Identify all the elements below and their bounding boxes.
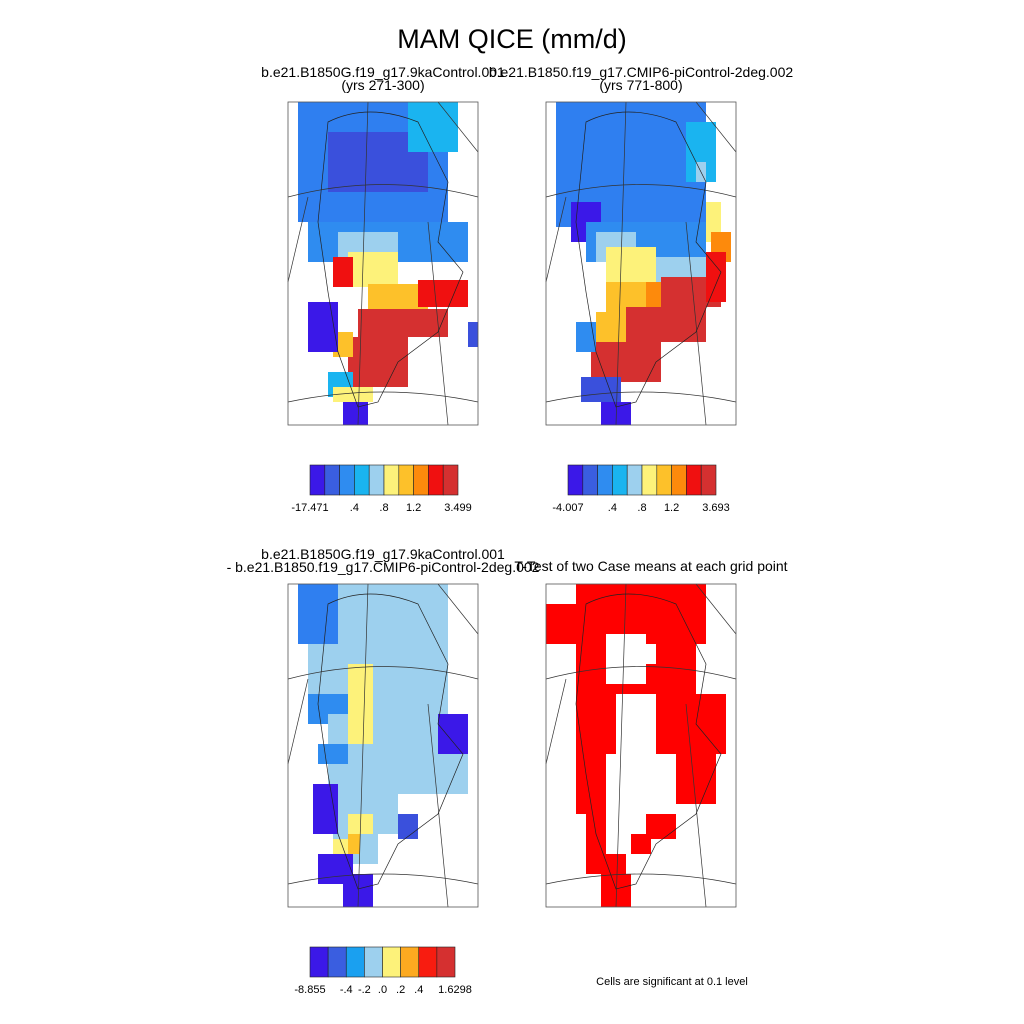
colorbar-swatch [398,464,414,496]
colorbar-swatch [309,946,329,978]
colorbar-label: .8 [379,502,388,514]
colorbar-label: .8 [637,502,646,514]
colorbar-label: 1.2 [406,502,421,514]
colorbar-label: .2 [396,984,405,996]
colorbar-swatch [418,946,438,978]
panel-title: T-Test of two Case means at each grid po… [514,558,787,574]
colorbar-label: -.2 [358,984,371,996]
footnote: Cells are significant at 0.1 level [596,976,748,988]
colorbar-swatch [324,464,340,496]
panel-title: (yrs 771-800) [599,77,682,93]
colorbar-label: .4 [608,502,617,514]
colorbar-swatch [345,946,365,978]
colorbar-swatch [626,464,643,496]
colorbar-swatch [641,464,658,496]
colorbar-label: 3.499 [444,502,472,514]
colorbar-swatch [428,464,444,496]
colorbar-label: 3.693 [702,502,730,514]
map-panel [287,583,479,908]
panel-title: b.e21.B1850G.f19_g17.9kaControl.001 [261,64,505,80]
panel-title: b.e21.B1850.f19_g17.CMIP6-piControl-2deg… [489,64,794,80]
colorbar-label: .4 [414,984,423,996]
colorbar-swatch [436,946,456,978]
colorbar-swatch [656,464,672,496]
map-panel [545,583,737,908]
colorbar-label: 1.6298 [438,984,472,996]
colorbar-label: -17.471 [291,502,328,514]
colorbar-swatch [309,464,326,496]
colorbar-label: .4 [350,502,359,514]
map-panel [287,101,479,426]
colorbar-swatch [582,464,598,496]
colorbar-swatch [567,464,584,496]
colorbar-label: -.4 [340,984,353,996]
colorbar-swatch [612,464,628,496]
colorbar-swatch [383,464,400,496]
figure-title: MAM QICE (mm/d) [397,24,627,54]
panel-title: - b.e21.B1850.f19_g17.CMIP6-piControl-2d… [227,559,540,575]
colorbar-swatch [700,464,717,496]
colorbar-swatch [442,464,459,496]
colorbar-swatch [671,464,687,496]
colorbar-swatch [400,946,420,978]
colorbar-swatch [382,946,401,978]
colorbar-label: .0 [378,984,387,996]
colorbar-swatch [327,946,347,978]
colorbar-swatch [339,464,355,496]
colorbar-swatch [686,464,702,496]
colorbar-label: -4.007 [552,502,583,514]
colorbar-swatch [368,464,385,496]
colorbar-swatch [597,464,613,496]
colorbar-label: -8.855 [294,984,325,996]
colorbar-swatch [413,464,429,496]
colorbar-swatch [364,946,383,978]
colorbar-label: 1.2 [664,502,679,514]
panel-title: b.e21.B1850G.f19_g17.9kaControl.001 [261,546,505,562]
map-panel [545,101,737,426]
panel-title: (yrs 271-300) [341,77,424,93]
colorbar-swatch [354,464,370,496]
